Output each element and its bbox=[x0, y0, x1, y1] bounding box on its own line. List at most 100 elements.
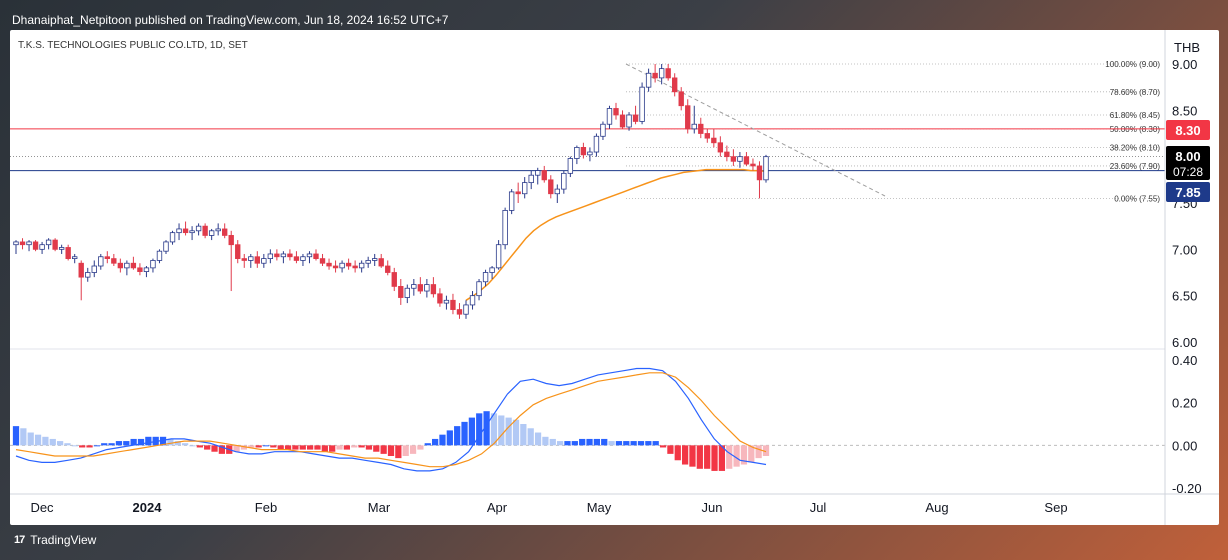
macd-histogram-bar bbox=[20, 428, 27, 446]
macd-histogram-bar bbox=[579, 438, 586, 446]
macd-histogram-bar bbox=[476, 413, 483, 446]
macd-histogram-bar bbox=[262, 445, 270, 447]
fibonacci-retracement: 100.00% (9.00) 78.60% (8.70) 61.80% (8.45)… bbox=[626, 60, 1160, 203]
candle-body bbox=[756, 165, 763, 181]
candle-body bbox=[763, 156, 769, 181]
macd-histogram-bar bbox=[468, 417, 476, 446]
fib-level-label: 100.00% (9.00) bbox=[1105, 60, 1160, 69]
macd-signal-line bbox=[15, 372, 767, 468]
candle-body bbox=[417, 284, 424, 292]
macd-histogram-bar bbox=[733, 445, 740, 467]
candle-body bbox=[626, 114, 632, 128]
macd-tick-label: -0.20 bbox=[1172, 481, 1202, 496]
trend-line bbox=[625, 63, 886, 197]
macd-histogram-bar bbox=[284, 445, 292, 450]
candle-body bbox=[202, 225, 208, 236]
macd-histogram-bar bbox=[34, 434, 42, 446]
macd-histogram-bar bbox=[167, 438, 174, 446]
macd-histogram-bar bbox=[534, 432, 542, 446]
candle-body bbox=[339, 262, 345, 269]
candle-body bbox=[326, 262, 332, 267]
fib-level-label: 38.20% (8.10) bbox=[1110, 143, 1161, 152]
candle-body bbox=[208, 230, 215, 236]
macd-histogram-bar bbox=[306, 445, 314, 450]
price-tick-label: 9.00 bbox=[1172, 57, 1197, 72]
candle-body bbox=[450, 299, 456, 310]
macd-histogram-bar bbox=[159, 436, 167, 446]
macd-histogram-bar bbox=[270, 445, 277, 448]
candle-body bbox=[489, 267, 495, 273]
time-tick-label: Jul bbox=[810, 500, 827, 515]
macd-histogram-bar bbox=[108, 443, 115, 446]
macd-histogram-bar bbox=[145, 436, 152, 446]
candle-body bbox=[541, 170, 547, 181]
macd-histogram-bar bbox=[358, 445, 365, 448]
time-tick-label: Sep bbox=[1044, 500, 1067, 515]
price-axis: THB 9.008.508.007.507.006.506.00 8.308.0… bbox=[1164, 30, 1210, 525]
chart-canvas: T.K.S. TECHNOLOGIES PUBLIC CO.LTD, 1D, S… bbox=[10, 30, 1219, 525]
candle-body bbox=[91, 265, 97, 273]
candle-body bbox=[750, 163, 756, 167]
candle-body bbox=[443, 299, 450, 304]
macd-histogram-bar bbox=[593, 438, 601, 446]
macd-histogram-bar bbox=[299, 445, 306, 450]
candle-body bbox=[391, 272, 397, 287]
candle-body bbox=[698, 123, 704, 134]
candle-body bbox=[606, 108, 613, 125]
macd-histogram-bar bbox=[181, 443, 189, 446]
time-tick-label: 2024 bbox=[133, 500, 163, 515]
candle-body bbox=[65, 247, 71, 259]
macd-histogram-bar bbox=[637, 441, 645, 446]
candle-body bbox=[45, 239, 52, 246]
macd-histogram-bar bbox=[93, 445, 101, 447]
macd-histogram-bar bbox=[321, 445, 328, 452]
candle-body bbox=[482, 272, 489, 283]
macd-histogram-bar bbox=[240, 445, 248, 450]
macd-histogram-bar bbox=[615, 441, 623, 446]
price-label: 7.85 bbox=[1175, 185, 1200, 200]
macd-histogram-bar bbox=[623, 441, 630, 446]
candle-body bbox=[613, 108, 619, 116]
candle-body bbox=[195, 225, 202, 232]
macd-histogram-bar bbox=[101, 443, 108, 446]
candle-body bbox=[691, 123, 697, 130]
candle-body bbox=[13, 241, 19, 246]
candle-body bbox=[39, 244, 45, 250]
candle-body bbox=[619, 114, 626, 128]
horizontal-lines bbox=[10, 128, 1165, 172]
time-tick-label: Apr bbox=[487, 500, 508, 515]
candle-body bbox=[743, 156, 750, 165]
candle-body bbox=[652, 72, 658, 79]
candle-body bbox=[72, 256, 78, 260]
macd-histogram-bar bbox=[645, 441, 652, 446]
chart-card: T.K.S. TECHNOLOGIES PUBLIC CO.LTD, 1D, S… bbox=[10, 30, 1219, 525]
macd-histogram-bar bbox=[608, 441, 615, 446]
candle-body bbox=[365, 260, 371, 264]
candle-body bbox=[424, 284, 430, 292]
macd-histogram-bar bbox=[115, 441, 123, 446]
candle-body bbox=[645, 72, 652, 88]
candle-body bbox=[528, 174, 534, 184]
macd-histogram-bar bbox=[505, 417, 512, 446]
candle-body bbox=[228, 235, 234, 246]
candle-body bbox=[58, 247, 65, 250]
candle-body bbox=[508, 191, 515, 211]
candle-body bbox=[98, 256, 104, 267]
macd-histogram-bar bbox=[233, 445, 240, 452]
candle-body bbox=[104, 256, 110, 260]
candle-body bbox=[515, 191, 521, 195]
candle-body bbox=[678, 91, 684, 107]
macd-histogram-bar bbox=[189, 445, 196, 447]
price-label-bg bbox=[1166, 182, 1210, 202]
macd-histogram-bar bbox=[696, 445, 703, 469]
candle-body bbox=[293, 256, 300, 261]
time-tick-label: Dec bbox=[30, 500, 54, 515]
chart-title: T.K.S. TECHNOLOGIES PUBLIC CO.LTD, 1D, S… bbox=[18, 40, 248, 51]
macd-histogram-bar bbox=[748, 445, 755, 463]
macd-histogram-bar bbox=[12, 426, 20, 446]
macd-histogram-bar bbox=[351, 445, 358, 448]
candle-body bbox=[26, 241, 32, 246]
candle-body bbox=[137, 267, 143, 272]
candle-body bbox=[254, 256, 260, 264]
macd-histogram-bar bbox=[601, 438, 608, 446]
